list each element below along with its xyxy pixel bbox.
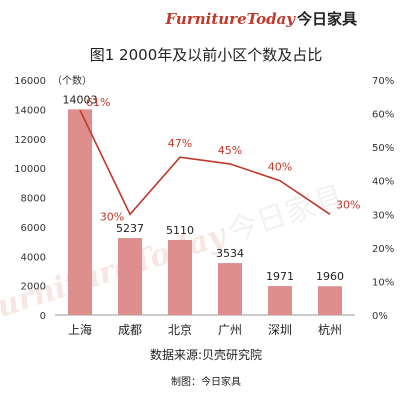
category-labels: 上海 成都 北京 广州 深圳 杭州	[68, 322, 342, 337]
source-note: 数据来源:贝壳研究院	[150, 347, 262, 362]
bar-data-label: 1971	[266, 270, 294, 283]
line-data-label: 30%	[100, 210, 124, 223]
line-data-label: 30%	[336, 198, 360, 211]
left-axis-ticks: 0 2000 4000 6000 8000 10000 12000 14000 16000	[14, 76, 46, 322]
left-axis-unit-label: （个数）	[52, 74, 92, 87]
left-axis-tick-label: 8000	[21, 194, 46, 205]
left-axis-tick-label: 4000	[21, 252, 46, 263]
bar-data-label: 1960	[316, 270, 344, 283]
left-axis-tick-label: 16000	[14, 76, 46, 87]
credit-note: 制图：今日家具	[171, 375, 241, 388]
brand-name-cn: 今日家具	[296, 10, 357, 28]
right-axis-tick-label: 60%	[372, 110, 394, 121]
bar	[168, 239, 192, 315]
right-axis-tick-label: 70%	[372, 76, 394, 87]
category-label: 北京	[168, 323, 192, 337]
brand-name-latin: FurnitureToday	[165, 10, 297, 28]
line-data-label: 45%	[218, 144, 242, 157]
bar	[318, 286, 342, 315]
percent-line	[79, 109, 331, 216]
line-data-label: 40%	[268, 161, 292, 174]
category-label: 广州	[218, 323, 242, 337]
right-axis-tick-label: 50%	[372, 143, 394, 154]
left-axis-tick-label: 10000	[14, 164, 46, 175]
bar	[118, 238, 142, 315]
bar	[268, 286, 292, 315]
line-data-labels: 61% 30% 47% 45% 40% 30%	[86, 96, 360, 223]
right-axis-tick-label: 0%	[372, 311, 388, 322]
bar-data-label: 14003	[63, 93, 98, 106]
right-axis-ticks: 0% 10% 20% 30% 40% 50% 60% 70%	[372, 76, 394, 322]
category-label: 杭州	[318, 322, 342, 337]
category-label: 成都	[118, 323, 142, 337]
chart-title: 图1 2000年及以前小区个数及占比	[90, 46, 323, 64]
left-axis-tick-label: 14000	[14, 105, 46, 116]
left-axis-tick-label: 6000	[21, 223, 46, 234]
category-label: 深圳	[268, 323, 292, 337]
bar-data-labels: 14003 5237 5110 3534 1971 1960	[63, 93, 345, 283]
right-axis-tick-label: 30%	[372, 210, 394, 221]
bar-data-label: 5110	[166, 224, 194, 237]
right-axis-tick-label: 40%	[372, 177, 394, 188]
bar-data-label: 5237	[116, 222, 144, 235]
line-data-label: 61%	[86, 96, 110, 109]
bar	[218, 263, 242, 315]
right-axis-tick-label: 10%	[372, 277, 394, 288]
bar-data-label: 3534	[216, 247, 244, 260]
left-axis-tick-label: 0	[40, 311, 46, 322]
bar	[68, 109, 92, 316]
right-axis-tick-label: 20%	[372, 244, 394, 255]
line-data-label: 47%	[168, 137, 192, 150]
category-label: 上海	[68, 322, 92, 337]
bar-series	[68, 109, 342, 316]
left-axis-tick-label: 12000	[14, 135, 46, 146]
left-axis-tick-label: 2000	[21, 282, 46, 293]
